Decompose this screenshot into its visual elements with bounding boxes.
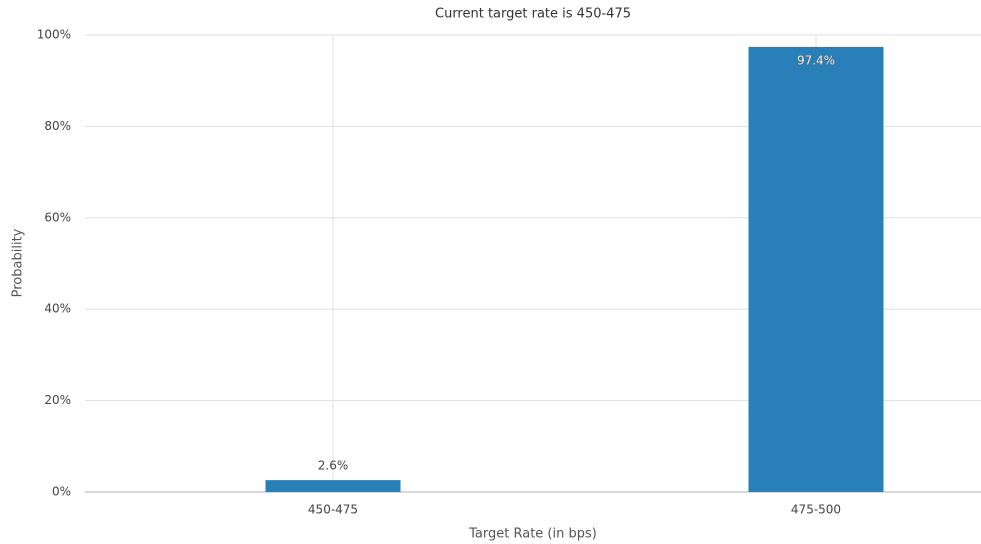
chart-title: Current target rate is 450-475 — [435, 7, 631, 22]
bar — [748, 46, 884, 493]
y-tick-label: 80% — [44, 119, 71, 133]
y-tick-label: 100% — [37, 28, 71, 42]
value-label: 2.6% — [318, 459, 349, 473]
x-tick-label: 450-475 — [308, 503, 358, 517]
x-tick-label: 475-500 — [791, 503, 841, 517]
y-tick-label: 40% — [44, 302, 71, 316]
y-tick-label: 20% — [44, 393, 71, 407]
x-axis-title: Target Rate (in bps) — [468, 527, 597, 542]
bar — [265, 480, 401, 492]
y-tick-label: 0% — [52, 485, 71, 499]
y-tick-label: 60% — [44, 210, 71, 224]
value-label: 97.4% — [797, 53, 835, 67]
y-axis-title: Probability — [11, 228, 26, 297]
